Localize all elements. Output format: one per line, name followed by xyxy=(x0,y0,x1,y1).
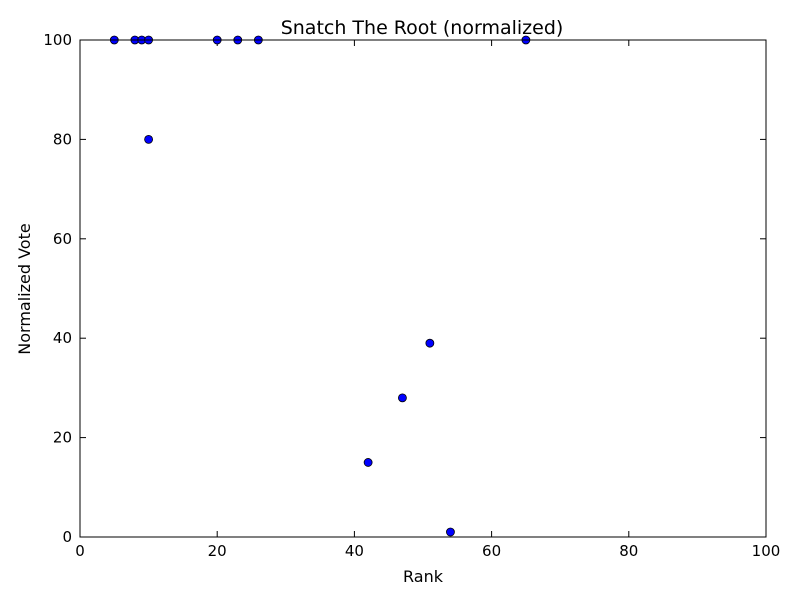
y-tick-label: 20 xyxy=(53,429,72,447)
chart-title: Snatch The Root (normalized) xyxy=(281,17,564,39)
data-point xyxy=(446,527,455,537)
data-point xyxy=(425,338,435,348)
y-tick-label: 60 xyxy=(53,230,72,248)
plot-area-frame xyxy=(79,39,767,538)
x-tick-label: 0 xyxy=(75,542,85,560)
data-point xyxy=(398,393,407,403)
y-axis-label: Normalized Vote xyxy=(15,223,34,354)
x-tick-label: 40 xyxy=(345,542,364,560)
y-tick-label: 80 xyxy=(53,130,72,148)
axis-ticks: 0 20 40 60 80 100 0 20 40 60 80 100 xyxy=(43,31,780,560)
data-point xyxy=(144,134,154,144)
y-tick-label: 100 xyxy=(43,31,72,49)
x-tick-label: 60 xyxy=(482,542,501,560)
y-tick-label: 40 xyxy=(53,329,72,347)
x-axis-label: Rank xyxy=(403,567,444,586)
x-tick-label: 80 xyxy=(619,542,638,560)
x-tick-label: 100 xyxy=(752,542,781,560)
x-tick-label: 20 xyxy=(208,542,227,560)
data-point xyxy=(363,458,373,467)
y-tick-label: 0 xyxy=(62,528,72,546)
